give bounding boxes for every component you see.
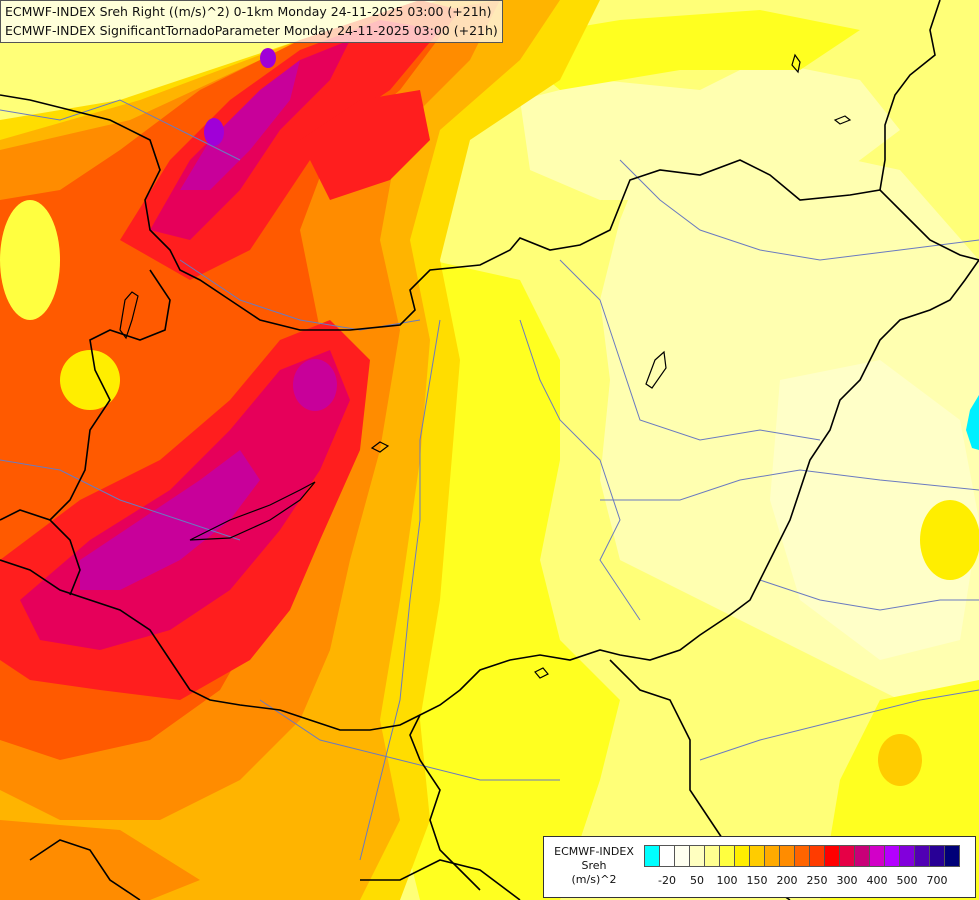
field-purple-core-2: [260, 48, 276, 68]
field-cyan-blob: [966, 395, 979, 450]
field-magenta-spot: [293, 359, 337, 411]
legend-swatch: [719, 845, 735, 867]
field-orange-sw: [0, 820, 200, 900]
legend-swatch: [944, 845, 960, 867]
legend-swatch: [914, 845, 930, 867]
field-yellow-spot-west: [0, 200, 60, 320]
legend-swatch: [659, 845, 675, 867]
legend-swatch: [749, 845, 765, 867]
field-magenta-south: [80, 450, 260, 590]
legend-swatch: [929, 845, 945, 867]
legend-swatches: [644, 845, 960, 867]
legend-swatch: [854, 845, 870, 867]
legend-swatch: [809, 845, 825, 867]
legend-swatch: [704, 845, 720, 867]
legend-tick-label: 150: [746, 874, 768, 887]
legend-swatch: [689, 845, 705, 867]
field-yellow-north: [500, 10, 860, 90]
legend-tick-label: 100: [716, 874, 738, 887]
field-pale-east-2: [770, 360, 979, 660]
title-line-1: ECMWF-INDEX Sreh Right ((m/s)^2) 0-1km M…: [5, 4, 492, 19]
legend-tick-label: 300: [836, 874, 858, 887]
legend-ticks: -20 50 100 150 200 250 300 400 500 700: [544, 874, 975, 890]
legend-swatch: [824, 845, 840, 867]
legend-swatch: [779, 845, 795, 867]
field-magenta-north: [180, 60, 300, 190]
legend-swatch: [869, 845, 885, 867]
legend-label-variable: Sreh: [581, 859, 607, 872]
color-legend: ECMWF-INDEX Sreh (m/s)^2 -20 50 100 150 200 2…: [543, 836, 976, 898]
field-purple-core: [204, 118, 224, 146]
legend-tick-label: 250: [806, 874, 828, 887]
legend-swatch: [899, 845, 915, 867]
field-orange-spot-east: [878, 734, 922, 786]
legend-label-source: ECMWF-INDEX: [554, 845, 634, 858]
legend-label: ECMWF-INDEX Sreh (m/s)^2: [548, 845, 640, 887]
legend-swatch: [734, 845, 750, 867]
legend-label-unit: (m/s)^2: [571, 873, 617, 886]
title-line-2: ECMWF-INDEX SignificantTornadoParameter …: [5, 23, 498, 38]
field-red-east-north: [300, 90, 430, 200]
legend-swatch: [764, 845, 780, 867]
legend-swatch: [884, 845, 900, 867]
lakes: [119, 53, 852, 679]
legend-tick-label: 200: [776, 874, 798, 887]
legend-tick-label: 500: [896, 874, 918, 887]
legend-swatch: [794, 845, 810, 867]
field-yellow-spot-west-2: [60, 350, 120, 410]
legend-tick-label: -20: [658, 874, 676, 887]
legend-swatch: [644, 845, 660, 867]
map-title-box: ECMWF-INDEX Sreh Right ((m/s)^2) 0-1km M…: [0, 0, 503, 43]
legend-tick-label: 50: [690, 874, 704, 887]
legend-swatch: [839, 845, 855, 867]
field-pale-north: [520, 60, 900, 200]
legend-tick-label: 700: [926, 874, 948, 887]
legend-tick-label: 400: [866, 874, 888, 887]
field-gold-spot-ne: [920, 500, 979, 580]
legend-swatch: [674, 845, 690, 867]
